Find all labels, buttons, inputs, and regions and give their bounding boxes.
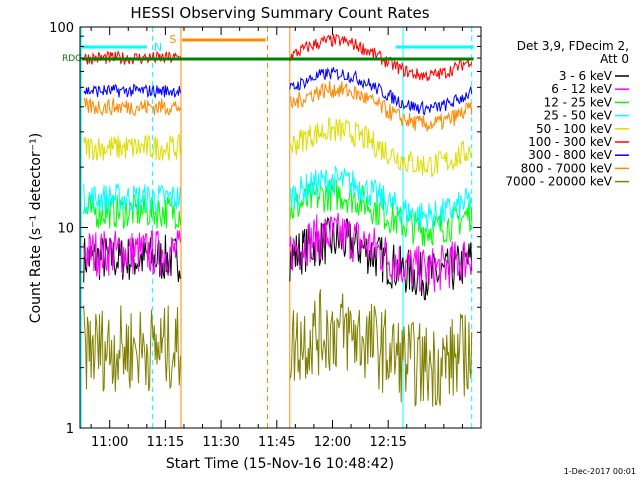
x-tick-label: 11:00: [91, 435, 128, 450]
series-5-trace-2: [289, 117, 473, 178]
y-tick-label: 100: [49, 21, 74, 36]
x-tick-label: 11:30: [202, 435, 239, 450]
flag-s-label: S: [169, 33, 176, 46]
series-9-trace-2: [289, 289, 473, 407]
legend-entry-3: 12 - 25 keV: [544, 95, 613, 109]
flag-rdc-label: RDC: [62, 54, 81, 64]
series-4-trace-1: [83, 182, 181, 214]
footer-timestamp: 1-Dec-2017 00:01: [564, 467, 636, 476]
flag-n-label: N: [154, 41, 162, 54]
series-2-trace-2: [289, 212, 473, 293]
series-7-trace-1: [83, 83, 181, 99]
x-tick-label: 12:00: [314, 435, 351, 450]
series-9-trace-1: [83, 305, 181, 392]
series-5-trace-1: [83, 134, 181, 161]
legend-entry-7: 300 - 800 keV: [528, 148, 612, 162]
x-axis-label: Start Time (15-Nov-16 10:48:42): [166, 456, 394, 472]
legend-header-line-2: Att 0: [600, 52, 629, 66]
y-tick-label: 1: [66, 422, 74, 437]
series-8-trace-1: [83, 97, 181, 117]
legend-header-line-1: Det 3,9, FDecim 2,: [517, 39, 629, 53]
plot-frame: [79, 26, 482, 429]
axis-layer: 11:00 11:15 11:30 11:45 12:00 12:15 1 10 100: [49, 21, 482, 450]
x-tick-label: 11:15: [147, 435, 184, 450]
y-axis-label: Count Rate (s⁻¹ detector⁻¹): [28, 133, 44, 323]
x-tick-label: 12:15: [369, 435, 406, 450]
series-8-trace-2: [289, 80, 473, 132]
chart-title: HESSI Observing Summary Count Rates: [130, 4, 429, 22]
legend-entry-8: 800 - 7000 keV: [521, 161, 613, 175]
x-tick-label: 11:45: [258, 435, 295, 450]
series-2-trace-1: [83, 230, 181, 277]
series-1-trace-2: [289, 216, 473, 301]
y-tick-label: 10: [57, 222, 74, 237]
legend-entry-1: 3 - 6 keV: [559, 69, 613, 83]
series-6-trace-1: [83, 50, 181, 65]
legend-entry-9: 7000 - 20000 keV: [505, 175, 612, 189]
series-6-trace-2: [289, 33, 473, 82]
data-layer: NS RDC: [62, 27, 474, 428]
legend-entry-6: 100 - 300 keV: [528, 135, 612, 149]
series-7-trace-2: [289, 67, 473, 116]
legend-entry-5: 50 - 100 keV: [536, 122, 613, 136]
series-4-trace-2: [289, 164, 473, 231]
legend-entry-2: 6 - 12 keV: [551, 82, 613, 96]
legend-entry-4: 25 - 50 keV: [544, 109, 613, 123]
